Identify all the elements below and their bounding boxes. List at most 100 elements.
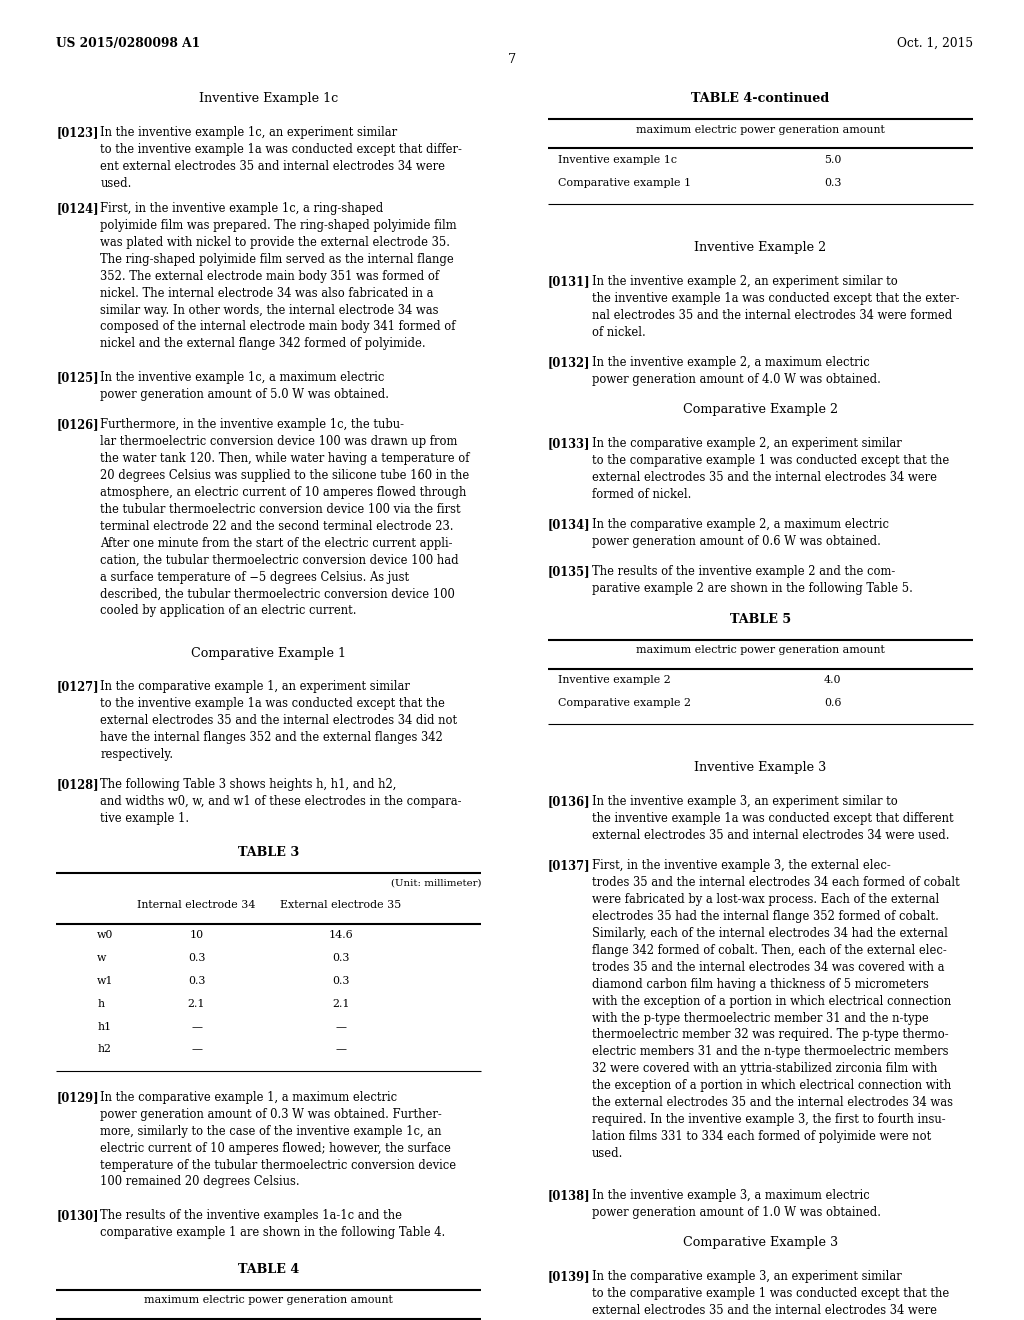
Text: Comparative Example 3: Comparative Example 3 — [683, 1237, 838, 1249]
Text: trodes 35 and the internal electrodes 34 each formed of cobalt: trodes 35 and the internal electrodes 34… — [592, 876, 959, 890]
Text: [0128]: [0128] — [56, 779, 99, 792]
Text: power generation amount of 0.3 W was obtained. Further-: power generation amount of 0.3 W was obt… — [100, 1107, 442, 1121]
Text: external electrodes 35 and internal electrodes 34 were used.: external electrodes 35 and internal elec… — [592, 829, 949, 842]
Text: [0130]: [0130] — [56, 1209, 99, 1222]
Text: 5.0: 5.0 — [824, 154, 842, 165]
Text: 0.3: 0.3 — [187, 953, 205, 964]
Text: and widths w0, w, and w1 of these electrodes in the compara-: and widths w0, w, and w1 of these electr… — [100, 795, 462, 808]
Text: The results of the inventive examples 1a-1c and the: The results of the inventive examples 1a… — [100, 1209, 402, 1222]
Text: The results of the inventive example 2 and the com-: The results of the inventive example 2 a… — [592, 565, 895, 578]
Text: [0127]: [0127] — [56, 680, 99, 693]
Text: TABLE 4: TABLE 4 — [239, 1263, 299, 1276]
Text: a surface temperature of −5 degrees Celsius. As just: a surface temperature of −5 degrees Cels… — [100, 570, 410, 583]
Text: [0123]: [0123] — [56, 127, 99, 139]
Text: respectively.: respectively. — [100, 748, 173, 760]
Text: the water tank 120. Then, while water having a temperature of: the water tank 120. Then, while water ha… — [100, 453, 470, 465]
Text: with the p-type thermoelectric member 31 and the n-type: with the p-type thermoelectric member 31… — [592, 1011, 929, 1024]
Text: First, in the inventive example 3, the external elec-: First, in the inventive example 3, the e… — [592, 859, 891, 873]
Text: [0139]: [0139] — [548, 1270, 591, 1283]
Text: ent external electrodes 35 and internal electrodes 34 were: ent external electrodes 35 and internal … — [100, 160, 445, 173]
Text: nickel and the external flange 342 formed of polyimide.: nickel and the external flange 342 forme… — [100, 338, 426, 350]
Text: In the comparative example 3, an experiment similar: In the comparative example 3, an experim… — [592, 1270, 901, 1283]
Text: temperature of the tubular thermoelectric conversion device: temperature of the tubular thermoelectri… — [100, 1159, 457, 1172]
Text: 7: 7 — [508, 53, 516, 66]
Text: In the inventive example 3, a maximum electric: In the inventive example 3, a maximum el… — [592, 1189, 869, 1203]
Text: to the comparative example 1 was conducted except that the: to the comparative example 1 was conduct… — [592, 454, 949, 467]
Text: Comparative Example 2: Comparative Example 2 — [683, 404, 838, 416]
Text: In the comparative example 1, a maximum electric: In the comparative example 1, a maximum … — [100, 1090, 397, 1104]
Text: terminal electrode 22 and the second terminal electrode 23.: terminal electrode 22 and the second ter… — [100, 520, 454, 533]
Text: Inventive example 1c: Inventive example 1c — [558, 154, 677, 165]
Text: external electrodes 35 and the internal electrodes 34 did not: external electrodes 35 and the internal … — [100, 714, 458, 727]
Text: The following Table 3 shows heights h, h1, and h2,: The following Table 3 shows heights h, h… — [100, 779, 396, 792]
Text: The ring-shaped polyimide film served as the internal flange: The ring-shaped polyimide film served as… — [100, 253, 454, 265]
Text: 2.1: 2.1 — [333, 999, 350, 1008]
Text: [0137]: [0137] — [548, 859, 591, 873]
Text: w: w — [97, 953, 106, 964]
Text: trodes 35 and the internal electrodes 34 was covered with a: trodes 35 and the internal electrodes 34… — [592, 961, 944, 974]
Text: tive example 1.: tive example 1. — [100, 812, 189, 825]
Text: was plated with nickel to provide the external electrode 35.: was plated with nickel to provide the ex… — [100, 236, 451, 249]
Text: used.: used. — [100, 177, 132, 190]
Text: 14.6: 14.6 — [329, 931, 353, 940]
Text: w1: w1 — [97, 975, 114, 986]
Text: [0138]: [0138] — [548, 1189, 591, 1203]
Text: Comparative Example 1: Comparative Example 1 — [191, 647, 346, 660]
Text: the external electrodes 35 and the internal electrodes 34 was: the external electrodes 35 and the inter… — [592, 1096, 953, 1109]
Text: nal electrodes 35 and the internal electrodes 34 were formed: nal electrodes 35 and the internal elect… — [592, 309, 952, 322]
Text: —: — — [336, 1044, 346, 1055]
Text: w0: w0 — [97, 931, 114, 940]
Text: to the inventive example 1a was conducted except that differ-: to the inventive example 1a was conducte… — [100, 143, 462, 156]
Text: cooled by application of an electric current.: cooled by application of an electric cur… — [100, 605, 356, 618]
Text: [0136]: [0136] — [548, 795, 591, 808]
Text: the inventive example 1a was conducted except that different: the inventive example 1a was conducted e… — [592, 812, 953, 825]
Text: 32 were covered with an yttria-stabilized zirconia film with: 32 were covered with an yttria-stabilize… — [592, 1063, 937, 1076]
Text: similar way. In other words, the internal electrode 34 was: similar way. In other words, the interna… — [100, 304, 439, 317]
Text: In the inventive example 1c, a maximum electric: In the inventive example 1c, a maximum e… — [100, 371, 385, 384]
Text: maximum electric power generation amount: maximum electric power generation amount — [144, 1295, 393, 1305]
Text: In the inventive example 3, an experiment similar to: In the inventive example 3, an experimen… — [592, 795, 898, 808]
Text: more, similarly to the case of the inventive example 1c, an: more, similarly to the case of the inven… — [100, 1125, 441, 1138]
Text: composed of the internal electrode main body 341 formed of: composed of the internal electrode main … — [100, 321, 456, 334]
Text: [0133]: [0133] — [548, 437, 591, 450]
Text: electric members 31 and the n-type thermoelectric members: electric members 31 and the n-type therm… — [592, 1045, 948, 1059]
Text: power generation amount of 1.0 W was obtained.: power generation amount of 1.0 W was obt… — [592, 1206, 881, 1218]
Text: 0.3: 0.3 — [824, 178, 842, 187]
Text: 100 remained 20 degrees Celsius.: 100 remained 20 degrees Celsius. — [100, 1175, 300, 1188]
Text: Furthermore, in the inventive example 1c, the tubu-: Furthermore, in the inventive example 1c… — [100, 418, 404, 432]
Text: atmosphere, an electric current of 10 amperes flowed through: atmosphere, an electric current of 10 am… — [100, 486, 467, 499]
Text: External electrode 35: External electrode 35 — [281, 900, 401, 909]
Text: (Unit: millimeter): (Unit: millimeter) — [391, 878, 481, 887]
Text: [0125]: [0125] — [56, 371, 99, 384]
Text: diamond carbon film having a thickness of 5 micrometers: diamond carbon film having a thickness o… — [592, 978, 929, 991]
Text: 352. The external electrode main body 351 was formed of: 352. The external electrode main body 35… — [100, 269, 439, 282]
Text: After one minute from the start of the electric current appli-: After one minute from the start of the e… — [100, 537, 453, 549]
Text: In the comparative example 1, an experiment similar: In the comparative example 1, an experim… — [100, 680, 411, 693]
Text: 20 degrees Celsius was supplied to the silicone tube 160 in the: 20 degrees Celsius was supplied to the s… — [100, 469, 470, 482]
Text: were fabricated by a lost-wax process. Each of the external: were fabricated by a lost-wax process. E… — [592, 894, 939, 907]
Text: —: — — [191, 1044, 202, 1055]
Text: of nickel.: of nickel. — [592, 326, 645, 338]
Text: Inventive example 2: Inventive example 2 — [558, 676, 671, 685]
Text: TABLE 4-continued: TABLE 4-continued — [691, 92, 829, 106]
Text: TABLE 5: TABLE 5 — [730, 612, 791, 626]
Text: to the comparative example 1 was conducted except that the: to the comparative example 1 was conduct… — [592, 1287, 949, 1300]
Text: electric current of 10 amperes flowed; however, the surface: electric current of 10 amperes flowed; h… — [100, 1142, 452, 1155]
Text: maximum electric power generation amount: maximum electric power generation amount — [636, 645, 885, 655]
Text: Inventive Example 1c: Inventive Example 1c — [200, 92, 338, 106]
Text: thermoelectric member 32 was required. The p-type thermo-: thermoelectric member 32 was required. T… — [592, 1028, 948, 1041]
Text: described, the tubular thermoelectric conversion device 100: described, the tubular thermoelectric co… — [100, 587, 456, 601]
Text: power generation amount of 4.0 W was obtained.: power generation amount of 4.0 W was obt… — [592, 372, 881, 385]
Text: 0.3: 0.3 — [333, 953, 350, 964]
Text: h2: h2 — [97, 1044, 112, 1055]
Text: used.: used. — [592, 1147, 624, 1160]
Text: Comparative example 2: Comparative example 2 — [558, 698, 691, 708]
Text: —: — — [336, 1022, 346, 1032]
Text: 0.3: 0.3 — [187, 975, 205, 986]
Text: lation films 331 to 334 each formed of polyimide were not: lation films 331 to 334 each formed of p… — [592, 1130, 931, 1143]
Text: required. In the inventive example 3, the first to fourth insu-: required. In the inventive example 3, th… — [592, 1113, 945, 1126]
Text: [0132]: [0132] — [548, 356, 591, 370]
Text: In the inventive example 1c, an experiment similar: In the inventive example 1c, an experime… — [100, 127, 397, 139]
Text: maximum electric power generation amount: maximum electric power generation amount — [636, 124, 885, 135]
Text: [0134]: [0134] — [548, 519, 591, 531]
